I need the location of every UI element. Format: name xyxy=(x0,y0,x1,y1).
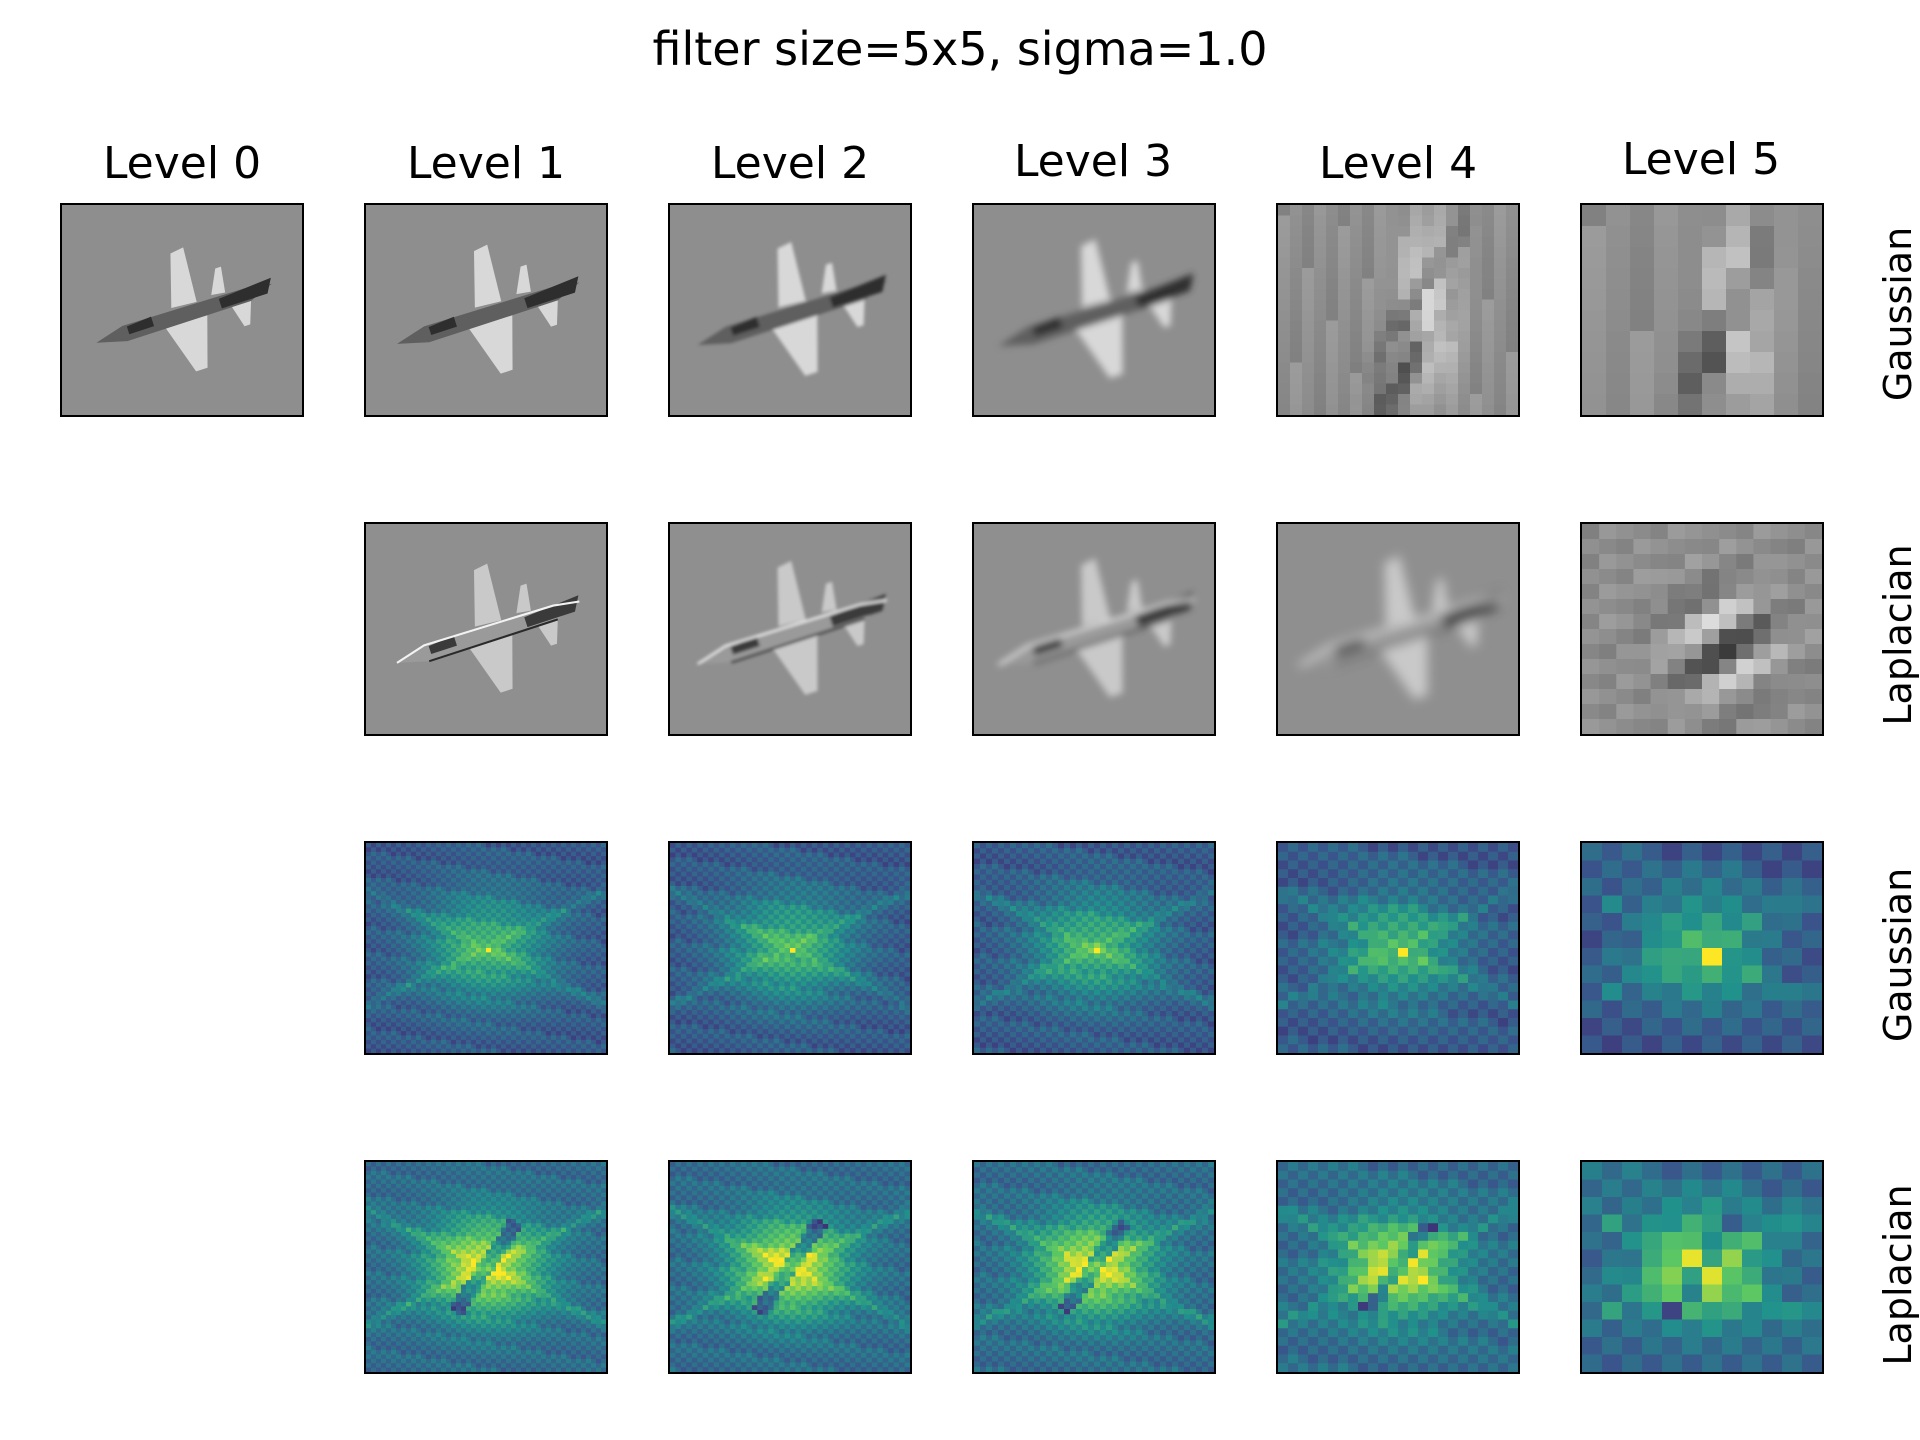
panel-row1-level5-laplacian-image xyxy=(1580,522,1824,736)
panel-row3-level1-laplacian-spectrum xyxy=(364,1160,608,1374)
jet-silhouette xyxy=(396,563,580,693)
panel-row3-level3-laplacian-spectrum xyxy=(972,1160,1216,1374)
column-title-level-3: Level 3 xyxy=(1013,136,1173,187)
column-title-level-4: Level 4 xyxy=(1318,138,1478,189)
panel-row2-level1-gaussian-spectrum xyxy=(364,841,608,1055)
panel-row3-level4-laplacian-spectrum xyxy=(1276,1160,1520,1374)
jet-silhouette xyxy=(998,239,1195,379)
panel-row1-level1-laplacian-image xyxy=(364,522,608,736)
jet-silhouette xyxy=(697,241,887,376)
panel-row2-level5-gaussian-spectrum xyxy=(1580,841,1824,1055)
column-title-level-1: Level 1 xyxy=(406,138,566,189)
panel-row3-level2-laplacian-spectrum xyxy=(668,1160,912,1374)
row-label-laplacian-spectra: Laplacian xyxy=(1876,1184,1920,1366)
row-label-laplacian-images: Laplacian xyxy=(1876,544,1920,726)
jet-silhouette xyxy=(696,560,888,695)
row-label-gaussian-images: Gaussian xyxy=(1876,226,1920,402)
panel-row3-level5-laplacian-spectrum xyxy=(1580,1160,1824,1374)
panel-row2-level3-gaussian-spectrum xyxy=(972,841,1216,1055)
panel-row2-level2-gaussian-spectrum xyxy=(668,841,912,1055)
column-title-level-2: Level 2 xyxy=(710,138,870,189)
panel-row2-level4-gaussian-spectrum xyxy=(1276,841,1520,1055)
panel-row0-level2-gaussian-image xyxy=(668,203,912,417)
panel-row1-level2-laplacian-image xyxy=(668,522,912,736)
figure-title: filter size=5x5, sigma=1.0 xyxy=(652,22,1268,76)
row-label-gaussian-spectra: Gaussian xyxy=(1876,867,1920,1043)
jet-silhouette xyxy=(997,558,1195,698)
jet-silhouette xyxy=(396,244,580,374)
panel-row0-level4-gaussian-image xyxy=(1276,203,1520,417)
panel-row0-level5-gaussian-image xyxy=(1580,203,1824,417)
panel-row0-level0-gaussian-image xyxy=(60,203,304,417)
jet-silhouette xyxy=(1298,555,1503,700)
panel-row0-level3-gaussian-image xyxy=(972,203,1216,417)
column-title-level-5: Level 5 xyxy=(1621,134,1781,185)
column-title-level-0: Level 0 xyxy=(102,138,262,189)
jet-silhouette xyxy=(96,247,272,372)
panel-row1-level4-laplacian-image xyxy=(1276,522,1520,736)
panel-row0-level1-gaussian-image xyxy=(364,203,608,417)
panel-row1-level3-laplacian-image xyxy=(972,522,1216,736)
